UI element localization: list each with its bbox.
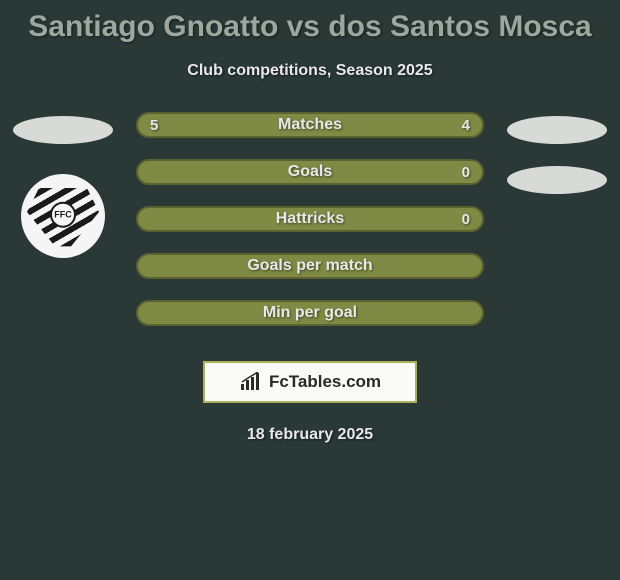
stat-left-value: 5 xyxy=(150,117,158,134)
center-column: 5 Matches 4 Goals 0 Hattricks 0 Goals pe… xyxy=(118,112,502,444)
page-title: Santiago Gnoatto vs dos Santos Mosca xyxy=(0,0,620,44)
brand-box[interactable]: FcTables.com xyxy=(203,361,417,403)
main-layout: FFC 5 Matches 4 Goals 0 Hattricks 0 Goal… xyxy=(0,112,620,444)
right-column xyxy=(502,112,612,444)
stat-label: Goals per match xyxy=(247,257,372,275)
brand-text: FcTables.com xyxy=(269,372,381,392)
stat-row-goals-per-match: Goals per match xyxy=(136,253,484,279)
date-text: 18 february 2025 xyxy=(247,426,373,444)
stat-row-min-per-goal: Min per goal xyxy=(136,300,484,326)
left-column: FFC xyxy=(8,112,118,444)
stat-label: Matches xyxy=(278,116,342,134)
stat-right-value: 0 xyxy=(462,164,470,181)
subtitle: Club competitions, Season 2025 xyxy=(0,62,620,80)
stat-row-matches: 5 Matches 4 xyxy=(136,112,484,138)
chart-icon xyxy=(239,372,263,392)
player-ellipse-left xyxy=(13,116,113,144)
stat-right-value: 4 xyxy=(462,117,470,134)
player-ellipse-right-2 xyxy=(507,166,607,194)
stat-right-value: 0 xyxy=(462,211,470,228)
stat-label: Hattricks xyxy=(276,210,344,228)
stat-row-hattricks: Hattricks 0 xyxy=(136,206,484,232)
badge-center-label: FFC xyxy=(50,202,76,228)
club-badge-left: FFC xyxy=(21,174,105,258)
stat-row-goals: Goals 0 xyxy=(136,159,484,185)
player-ellipse-right-1 xyxy=(507,116,607,144)
stat-label: Min per goal xyxy=(263,304,357,322)
stat-label: Goals xyxy=(288,163,332,181)
